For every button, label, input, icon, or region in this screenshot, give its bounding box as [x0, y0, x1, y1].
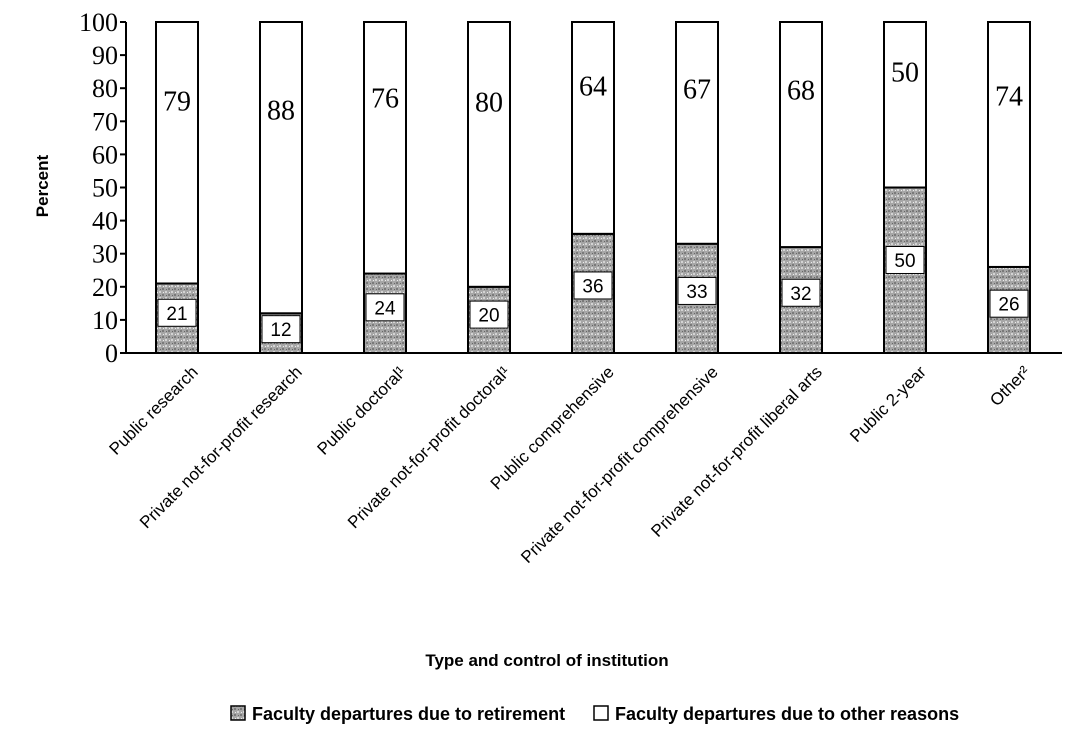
legend-item-other: Faculty departures due to other reasons	[593, 704, 959, 724]
x-tick-label: Public doctoral¹	[314, 362, 411, 459]
x-tick-label: Private not-for-profit research	[136, 362, 306, 532]
data-label-retirement: 50	[894, 251, 915, 272]
data-label-retirement: 33	[686, 282, 707, 303]
y-tick-label: 20	[92, 273, 118, 302]
bar-group: 24 76	[363, 21, 407, 354]
data-label-box-retirement	[781, 278, 821, 307]
data-label-other: 50	[891, 58, 919, 89]
data-label-box-retirement	[261, 315, 301, 344]
y-tick-label: 90	[92, 41, 118, 70]
y-axis-title: Percent	[33, 154, 52, 217]
bar-group: 21 79	[155, 21, 199, 354]
bar-other	[883, 21, 927, 189]
bar-group: 50 50	[883, 21, 927, 354]
bar-group: 33 67	[675, 21, 719, 355]
data-label-other: 64	[579, 72, 607, 103]
y-tick-label: 0	[105, 339, 118, 368]
bar-group: 32 68	[779, 21, 823, 354]
bar-group: 36 64	[571, 21, 615, 354]
bar-other	[675, 21, 719, 245]
data-label-box-retirement	[365, 293, 405, 322]
data-label-retirement: 21	[166, 304, 187, 325]
legend-label-retirement: Faculty departures due to retirement	[252, 704, 565, 724]
y-tick-label: 10	[92, 306, 118, 335]
x-tick-label: Private not-for-profit liberal arts	[647, 362, 825, 540]
data-label-box-retirement	[469, 300, 509, 329]
x-tick-label: Private not-for-profit comprehensive	[517, 362, 722, 567]
bar-group: 26 74	[987, 21, 1031, 354]
data-label-retirement: 12	[270, 320, 291, 341]
data-label-retirement: 32	[790, 284, 811, 305]
data-label-retirement: 20	[478, 306, 499, 327]
data-label-box-retirement	[573, 271, 613, 300]
x-tick-label: Public research	[106, 362, 202, 458]
data-label-box-retirement	[989, 289, 1029, 318]
y-tick-label: 70	[92, 107, 118, 136]
data-label-box-retirement	[157, 298, 197, 327]
data-label-retirement: 26	[998, 295, 1019, 316]
x-tick-label: Private not-for-profit doctoral¹	[344, 362, 514, 532]
legend-swatch-retirement	[230, 705, 246, 721]
bar-other	[259, 21, 303, 315]
data-label-other: 80	[475, 87, 503, 118]
data-label-other: 76	[371, 83, 399, 114]
x-tick-label: Other²	[986, 362, 1034, 410]
data-label-other: 79	[163, 86, 191, 117]
data-label-retirement: 36	[582, 276, 603, 297]
data-label-other: 67	[683, 75, 711, 106]
data-label-box-retirement	[677, 276, 717, 305]
y-tick-label: 60	[92, 140, 118, 169]
y-tick-label: 30	[92, 240, 118, 269]
bar-other	[779, 21, 823, 249]
bar-other	[363, 21, 407, 275]
y-tick-label: 100	[79, 8, 118, 37]
data-label-box-retirement	[885, 245, 925, 274]
data-label-other: 74	[995, 81, 1023, 112]
bar-group: 12 88	[259, 21, 303, 354]
legend-label-other: Faculty departures due to other reasons	[615, 704, 959, 724]
legend-item-retirement: Faculty departures due to retirement	[230, 704, 565, 724]
bar-other	[987, 21, 1031, 268]
bar-other	[571, 21, 615, 235]
legend: Faculty departures due to retirement Fac…	[230, 704, 959, 724]
data-label-retirement: 24	[374, 298, 396, 319]
y-tick-label: 40	[92, 207, 118, 236]
legend-swatch-other	[593, 705, 609, 721]
data-label-other: 68	[787, 76, 815, 107]
x-tick-label: Public 2-year	[846, 362, 930, 446]
bar-other	[155, 21, 199, 285]
bar-other	[467, 21, 511, 288]
y-tick-label: 50	[92, 174, 118, 203]
x-axis-title: Type and control of institution	[425, 651, 668, 670]
y-axis: 0 10 20 30 40 50 60 70 80 90 100	[79, 8, 126, 368]
y-tick-label: 80	[92, 74, 118, 103]
data-label-other: 88	[267, 95, 295, 126]
